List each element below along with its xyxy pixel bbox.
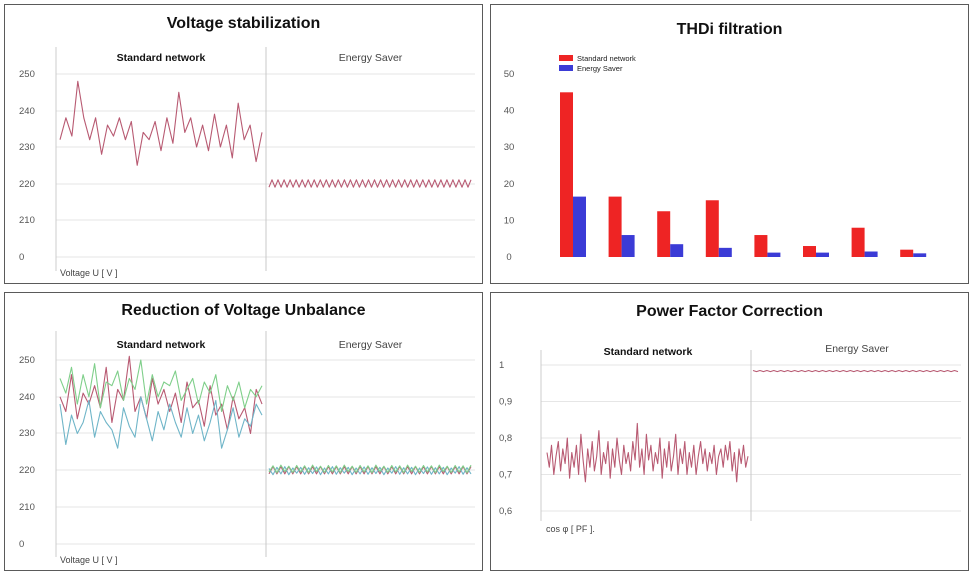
bar-standard bbox=[657, 211, 671, 257]
bar-standard bbox=[851, 227, 865, 257]
series-line-standard bbox=[546, 422, 749, 483]
bar-standard bbox=[560, 92, 573, 257]
y-tick-label: 220 bbox=[19, 465, 35, 476]
section-label-energy-saver: Energy Saver bbox=[825, 343, 889, 355]
y-tick-label: 30 bbox=[504, 142, 515, 153]
chart-title: THDi filtration bbox=[676, 21, 783, 38]
y-tick-label: 0 bbox=[19, 539, 24, 550]
y-tick-label: 0 bbox=[506, 252, 511, 263]
series-line-energy-saver bbox=[752, 369, 959, 373]
voltage-stabilization-chart: 0 210 220 230 240 250 Standard network Energy S… bbox=[19, 47, 475, 278]
y-tick-label: 250 bbox=[19, 69, 35, 80]
bar-standard bbox=[608, 196, 622, 257]
y-tick-label: 210 bbox=[19, 502, 35, 513]
section-label-standard: Standard network bbox=[117, 339, 206, 351]
bar-standard bbox=[705, 200, 719, 257]
power-factor-chart: 0,6 0,7 0,8 0,9 1 Standard network Energy Save… bbox=[499, 343, 961, 534]
y-tick-label: 220 bbox=[19, 179, 35, 190]
y-tick-label: 50 bbox=[504, 69, 515, 80]
y-tick-label: 1 bbox=[499, 360, 504, 371]
y-tick-label: 250 bbox=[19, 355, 35, 366]
series-line-energy-saver bbox=[268, 464, 472, 474]
section-label-standard: Standard network bbox=[604, 346, 693, 358]
bar-energy-saver bbox=[913, 253, 927, 257]
bar-energy-saver bbox=[767, 252, 781, 257]
series-line-standard bbox=[59, 359, 263, 413]
thdi-filtration-panel: THDi filtration 0 10 20 30 40 50 Standard netw… bbox=[490, 4, 969, 284]
bar-standard bbox=[900, 249, 914, 257]
y-tick-label: 0 bbox=[19, 252, 24, 263]
series-line-standard bbox=[59, 80, 263, 166]
chart-title: Voltage stabilization bbox=[166, 15, 321, 32]
series-line-energy-saver bbox=[268, 466, 472, 476]
bar-energy-saver bbox=[718, 247, 732, 257]
bar-energy-saver bbox=[573, 196, 586, 257]
y-tick-label: 10 bbox=[504, 215, 515, 226]
y-tick-label: 240 bbox=[19, 392, 35, 403]
legend-swatch bbox=[559, 55, 573, 61]
series-line-standard bbox=[59, 396, 263, 449]
bar-energy-saver bbox=[621, 235, 635, 257]
y-tick-label: 230 bbox=[19, 142, 35, 153]
y-axis-label: Voltage U [ V ] bbox=[60, 555, 118, 565]
voltage-stabilization-panel: Voltage stabilization 0 210 220 230 240 250 St… bbox=[4, 4, 483, 284]
y-tick-label: 210 bbox=[19, 215, 35, 226]
y-axis-label: Voltage U [ V ] bbox=[60, 268, 118, 278]
chart-title: Reduction of Voltage Unbalance bbox=[121, 302, 366, 319]
legend-label: Energy Saver bbox=[577, 64, 623, 73]
y-tick-label: 0,6 bbox=[499, 506, 512, 517]
bar-energy-saver bbox=[816, 252, 829, 257]
y-tick-label: 240 bbox=[19, 106, 35, 117]
power-factor-panel: Power Factor Correction 0,6 0,7 0,8 0,9 1 Sta… bbox=[490, 292, 969, 571]
y-axis-label: cos φ [ PF ]. bbox=[546, 524, 595, 534]
y-tick-label: 0,7 bbox=[499, 470, 512, 481]
chart-title: Power Factor Correction bbox=[636, 303, 823, 320]
series-line-energy-saver bbox=[268, 179, 472, 188]
voltage-unbalance-chart: 0 210 220 230 240 250 Standard network Energy S… bbox=[19, 331, 475, 565]
bar-standard bbox=[754, 235, 768, 257]
y-tick-label: 0,8 bbox=[499, 433, 512, 444]
legend-label: Standard network bbox=[577, 54, 636, 63]
y-tick-label: 0,9 bbox=[499, 397, 512, 408]
bar-energy-saver bbox=[670, 244, 684, 257]
bar-energy-saver bbox=[864, 251, 878, 257]
legend-swatch bbox=[559, 65, 573, 71]
section-label-energy-saver: Energy Saver bbox=[339, 52, 403, 64]
y-tick-label: 20 bbox=[504, 179, 515, 190]
y-tick-label: 230 bbox=[19, 428, 35, 439]
bar-standard bbox=[803, 246, 816, 257]
y-tick-label: 40 bbox=[504, 106, 515, 117]
voltage-unbalance-panel: Reduction of Voltage Unbalance 0 210 220 23… bbox=[4, 292, 483, 571]
section-label-standard: Standard network bbox=[117, 52, 206, 64]
section-label-energy-saver: Energy Saver bbox=[339, 339, 403, 351]
